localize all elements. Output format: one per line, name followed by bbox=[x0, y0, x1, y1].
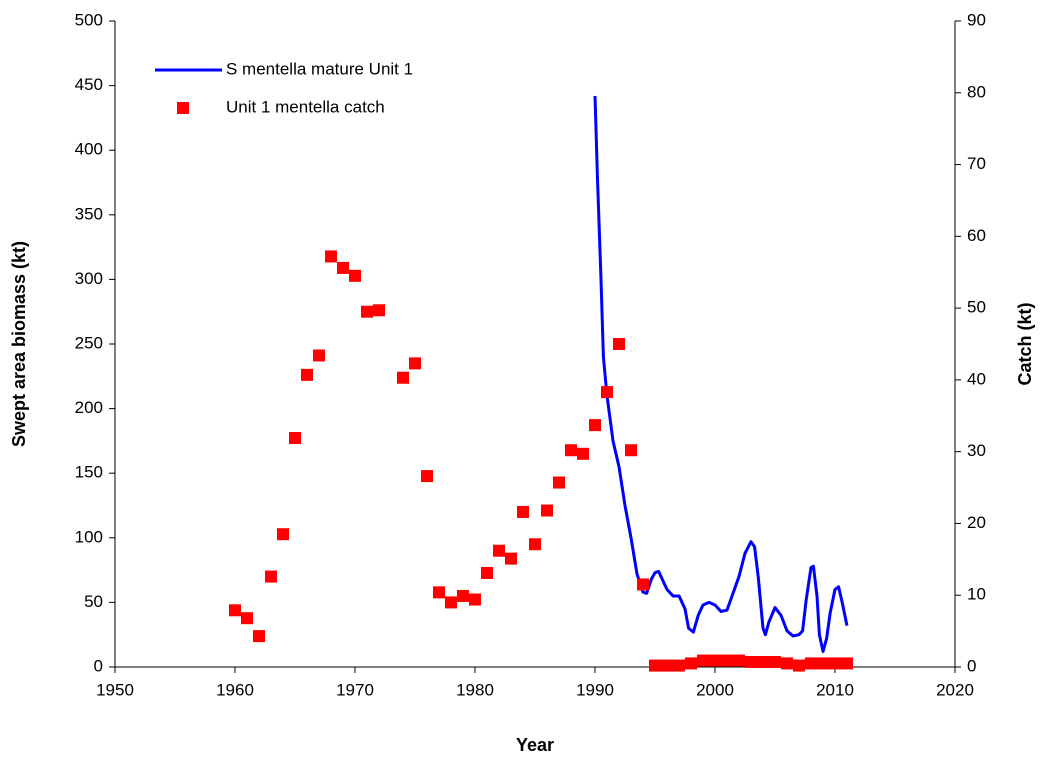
y-tick-label: 350 bbox=[75, 204, 103, 223]
y-tick-label: 450 bbox=[75, 75, 103, 94]
y2-tick-label: 20 bbox=[967, 513, 986, 532]
data-point bbox=[241, 612, 253, 625]
data-point bbox=[601, 386, 613, 399]
x-axis-title: Year bbox=[516, 735, 554, 755]
data-point bbox=[733, 654, 745, 667]
data-point bbox=[265, 570, 277, 583]
data-point bbox=[673, 659, 685, 672]
y2-tick-label: 80 bbox=[967, 82, 986, 101]
data-point bbox=[565, 444, 577, 457]
data-point bbox=[817, 657, 829, 670]
data-point bbox=[361, 305, 373, 318]
data-point bbox=[529, 538, 541, 551]
data-point bbox=[589, 419, 601, 432]
y-tick-label: 0 bbox=[94, 656, 103, 675]
data-point bbox=[613, 338, 625, 350]
data-point bbox=[493, 544, 505, 557]
y2-tick-label: 40 bbox=[967, 369, 986, 388]
data-point bbox=[649, 659, 661, 672]
data-point bbox=[301, 368, 313, 381]
y2-axis-title: Catch (kt) bbox=[1015, 302, 1035, 385]
data-point bbox=[709, 654, 721, 667]
data-point bbox=[541, 504, 553, 517]
y2-tick-label: 10 bbox=[967, 585, 986, 604]
y-tick-label: 150 bbox=[75, 463, 103, 482]
data-line bbox=[593, 95, 849, 653]
data-point bbox=[325, 250, 337, 263]
data-point bbox=[289, 432, 301, 445]
data-point bbox=[469, 593, 481, 606]
data-point bbox=[505, 552, 517, 565]
data-point bbox=[229, 604, 241, 617]
y2-tick-label: 60 bbox=[967, 226, 986, 245]
data-point bbox=[625, 444, 637, 457]
data-point bbox=[553, 476, 565, 489]
y-tick-label: 400 bbox=[75, 140, 103, 159]
data-point bbox=[277, 528, 289, 541]
data-point bbox=[661, 659, 673, 672]
y-tick-label: 300 bbox=[75, 269, 103, 288]
data-point bbox=[433, 586, 445, 599]
y-tick-label: 500 bbox=[75, 10, 103, 29]
y-tick-label: 200 bbox=[75, 398, 103, 417]
data-point bbox=[577, 447, 589, 460]
x-tick-label: 1960 bbox=[216, 680, 254, 699]
data-point bbox=[397, 371, 409, 384]
data-point bbox=[349, 269, 361, 282]
x-tick-label: 1970 bbox=[336, 680, 374, 699]
legend-label: Unit 1 mentella catch bbox=[226, 97, 385, 116]
x-tick-label: 1990 bbox=[576, 680, 614, 699]
data-point bbox=[781, 657, 793, 670]
y-tick-label: 250 bbox=[75, 333, 103, 352]
y-axis-title: Swept area biomass (kt) bbox=[9, 241, 29, 447]
x-tick-label: 2020 bbox=[936, 680, 974, 699]
data-point bbox=[457, 589, 469, 602]
data-point bbox=[769, 655, 781, 668]
data-point bbox=[253, 630, 265, 643]
data-point bbox=[409, 357, 421, 370]
legend-marker bbox=[177, 102, 189, 114]
data-point bbox=[805, 657, 817, 670]
data-point bbox=[697, 654, 709, 667]
data-point bbox=[841, 657, 853, 670]
x-tick-label: 2010 bbox=[816, 680, 854, 699]
data-point bbox=[421, 470, 433, 483]
y-tick-label: 50 bbox=[84, 592, 103, 611]
data-point bbox=[757, 655, 769, 668]
x-tick-label: 2000 bbox=[696, 680, 734, 699]
y2-tick-label: 30 bbox=[967, 441, 986, 460]
data-point bbox=[373, 304, 385, 317]
data-point bbox=[793, 659, 805, 672]
x-tick-label: 1980 bbox=[456, 680, 494, 699]
data-point bbox=[829, 657, 841, 670]
data-point bbox=[745, 655, 757, 668]
data-point bbox=[517, 505, 529, 518]
data-point bbox=[313, 349, 325, 362]
y2-tick-label: 90 bbox=[967, 10, 986, 29]
data-point bbox=[445, 596, 457, 609]
data-point bbox=[637, 578, 649, 591]
data-point bbox=[481, 566, 493, 579]
x-tick-label: 1950 bbox=[96, 680, 134, 699]
data-point bbox=[721, 654, 733, 667]
y2-tick-label: 50 bbox=[967, 298, 986, 317]
data-point bbox=[337, 261, 349, 274]
y-tick-label: 100 bbox=[75, 527, 103, 546]
y2-tick-label: 0 bbox=[967, 656, 976, 675]
y2-tick-label: 70 bbox=[967, 154, 986, 173]
data-point bbox=[685, 657, 697, 670]
legend-label: S mentella mature Unit 1 bbox=[226, 59, 413, 78]
